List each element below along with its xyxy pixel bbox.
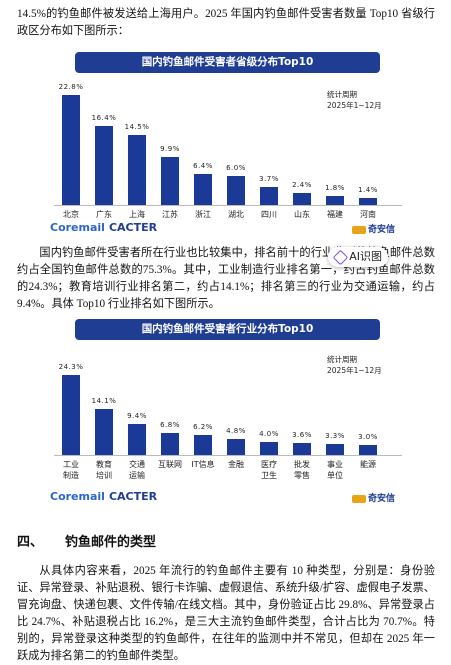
category-label: IT信息 <box>191 460 215 469</box>
brand-logo: Coremail CACTER <box>50 221 157 234</box>
category-label: 浙江 <box>195 210 211 219</box>
brand-logo: 奇安信 <box>352 222 395 235</box>
section-number: 四、 <box>17 535 44 550</box>
bar <box>161 157 179 205</box>
brand-text: CACTER <box>108 221 158 234</box>
bar <box>194 434 212 455</box>
bar <box>326 196 344 205</box>
chart: 国内钓鱼邮件受害者省级分布Top10 统计周期 2025年1~12月 22.8% 北京 1… <box>42 45 410 235</box>
value-label: 16.4% <box>91 113 117 122</box>
bar <box>293 193 311 205</box>
category-label: 北京 <box>63 210 79 219</box>
annotation-line: 统计周期 <box>327 90 357 99</box>
value-label: 6.8% <box>160 420 180 429</box>
value-label: 6.4% <box>193 162 213 171</box>
value-label: 2.4% <box>292 181 312 190</box>
paragraph: 14.5%的钓鱼邮件被发送给上海用户。2025 年国内钓鱼邮件受害者数量 Top… <box>17 8 435 37</box>
category-label: 互联网 <box>158 460 182 469</box>
bar <box>260 441 278 455</box>
value-label: 24.3% <box>58 363 84 371</box>
annotation-line: 2025年1~12月 <box>327 101 382 110</box>
bar <box>128 135 146 205</box>
category-label: 上海 <box>129 210 145 219</box>
bar <box>62 95 80 205</box>
category-label: 能源 <box>360 460 376 469</box>
value-label: 3.7% <box>259 175 279 184</box>
brand-text: Coremail <box>50 221 105 234</box>
category-label: 交通 运输 <box>129 460 145 480</box>
value-label: 9.9% <box>160 145 180 154</box>
bar <box>95 408 113 455</box>
bar <box>326 444 344 455</box>
value-label: 14.5% <box>124 123 150 132</box>
brand-logo: Coremail CACTER <box>50 490 157 503</box>
category-label: 事业 单位 <box>327 460 343 480</box>
bar <box>95 125 113 205</box>
bar <box>359 445 377 455</box>
category-label: 福建 <box>327 210 343 219</box>
section-title: 钓鱼邮件的类型 <box>65 535 157 550</box>
value-label: 4.8% <box>226 427 246 436</box>
value-label: 1.8% <box>325 184 345 193</box>
bar <box>194 174 212 205</box>
value-label: 14.1% <box>91 396 117 405</box>
category-label: 工业 制造 <box>63 460 79 480</box>
category-label: 批发 零售 <box>294 460 310 480</box>
bar <box>227 439 245 455</box>
axis <box>54 455 402 456</box>
annotation: 统计周期 2025年1~12月 <box>327 89 382 111</box>
category-label: 湖北 <box>228 210 244 219</box>
brand-logo: 奇安信 <box>352 491 395 504</box>
category-label: 广东 <box>96 210 112 219</box>
category-label: 江苏 <box>162 210 178 219</box>
bar <box>227 176 245 205</box>
category-label: 四川 <box>261 210 277 219</box>
value-label: 4.0% <box>259 429 279 438</box>
brand-text: Coremail <box>50 490 105 503</box>
bar <box>260 187 278 205</box>
chart-title: 国内钓鱼邮件受害者行业分布Top10 <box>75 319 380 340</box>
value-label: 6.2% <box>193 422 213 431</box>
paragraph: 从具体内容来看，2025 年流行的钓鱼邮件主要有 10 种类型，分别是：身份验证… <box>17 565 435 662</box>
value-label: 3.6% <box>292 431 312 440</box>
axis <box>54 205 402 206</box>
value-label: 3.0% <box>358 433 378 442</box>
bar <box>293 443 311 455</box>
bar <box>161 432 179 455</box>
value-label: 6.0% <box>226 164 246 173</box>
chart-title: 国内钓鱼邮件受害者省级分布Top10 <box>75 52 380 73</box>
ai-button[interactable]: AI识图 <box>328 247 388 267</box>
bar <box>62 375 80 455</box>
value-label: 1.4% <box>358 186 378 195</box>
value-label: 9.4% <box>127 412 147 421</box>
chart: 国内钓鱼邮件受害者行业分布Top10 统计周期 2025年1~12月 24.3% 工业 … <box>42 312 410 507</box>
section-heading: 四、 钓鱼邮件的类型 <box>17 531 156 550</box>
brand-text: CACTER <box>108 490 158 503</box>
category-label: 金融 <box>228 460 244 469</box>
annotation: 统计周期 2025年1~12月 <box>327 354 382 376</box>
bar <box>359 198 377 205</box>
annotation-line: 统计周期 <box>327 355 357 364</box>
category-label: 医疗 卫生 <box>261 460 277 480</box>
category-label: 河南 <box>360 210 376 219</box>
category-label: 山东 <box>294 210 310 219</box>
value-label: 22.8% <box>58 83 84 91</box>
document-page: 14.5%的钓鱼邮件被发送给上海用户。2025 年国内钓鱼邮件受害者数量 Top… <box>0 0 451 641</box>
annotation-line: 2025年1~12月 <box>327 366 382 375</box>
value-label: 3.3% <box>325 432 345 441</box>
category-label: 教育 培训 <box>96 460 112 480</box>
bar <box>128 424 146 455</box>
